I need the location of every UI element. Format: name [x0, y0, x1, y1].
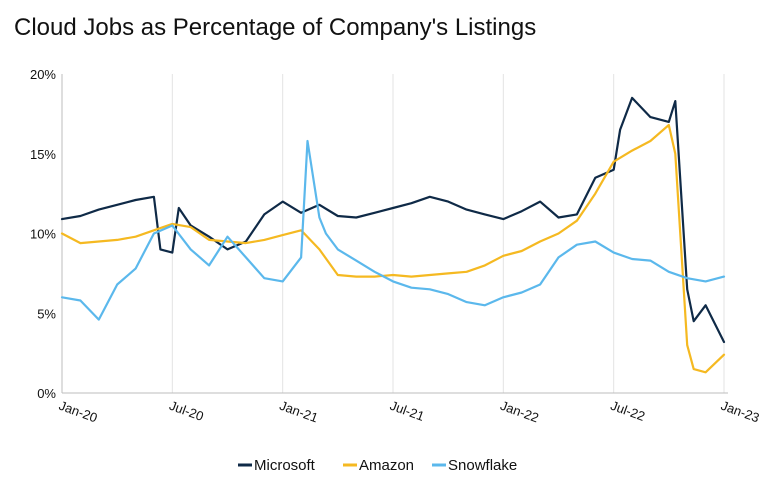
axis-layer: Jan-20 Jul-20 Jan-21 Jul-21 Jan-22 Jul-22 Jan-… [30, 67, 761, 425]
x-tick-label: Jul-20 [167, 398, 205, 424]
y-tick-label: 0% [37, 386, 56, 401]
series-line-microsoft [60, 96, 726, 344]
x-tick-label: Jan-20 [57, 398, 99, 426]
legend-label: Microsoft [254, 457, 316, 474]
legend-item-amazon: Amazon [343, 457, 414, 474]
y-tick-label: 15% [30, 147, 56, 162]
legend-item-microsoft: Microsoft [238, 457, 316, 474]
y-tick-label: 10% [30, 227, 56, 242]
series-line-snowflake [60, 139, 726, 321]
legend-label: Amazon [359, 457, 414, 474]
chart-title: Cloud Jobs as Percentage of Company's Li… [14, 14, 537, 41]
y-tick-label: 5% [37, 306, 56, 321]
grid-layer [61, 74, 725, 393]
y-tick-label: 20% [30, 67, 56, 82]
legend-label: Snowflake [448, 457, 517, 474]
legend-item-snowflake: Snowflake [432, 457, 517, 474]
series-layer [60, 96, 726, 374]
x-tick-label: Jan-23 [719, 398, 761, 426]
x-tick-label: Jan-21 [278, 398, 320, 426]
x-tick-label: Jan-22 [498, 398, 540, 426]
legend: Microsoft Amazon Snowflake [238, 457, 517, 474]
series-line-amazon [60, 123, 726, 374]
x-tick-label: Jul-22 [609, 398, 647, 424]
x-tick-label: Jul-21 [388, 398, 426, 424]
